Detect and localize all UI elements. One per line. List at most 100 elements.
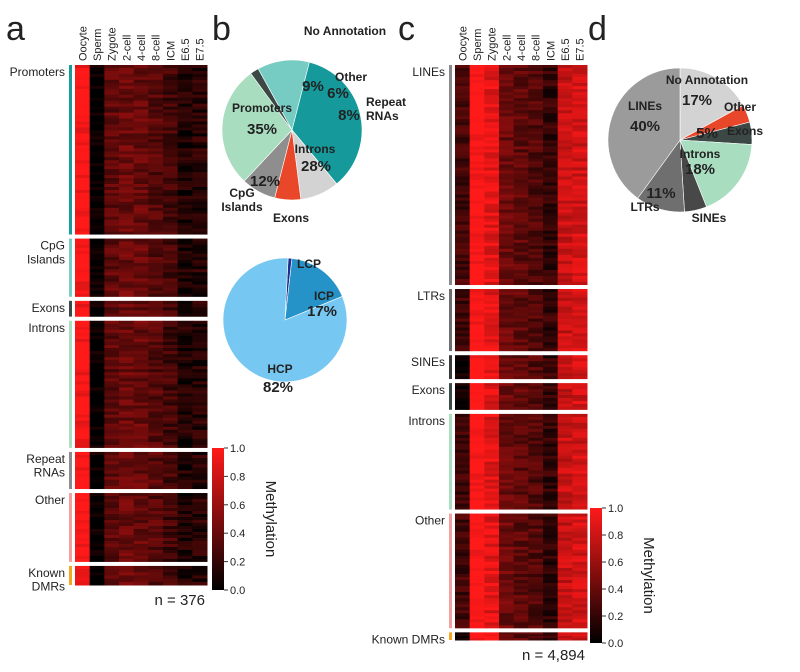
heatmap-cell [163, 210, 179, 215]
heatmap-cell [192, 85, 208, 90]
heatmap-cell [148, 266, 164, 270]
heatmap-cell [104, 65, 120, 69]
heatmap-cell [543, 182, 559, 187]
heatmap-cell [133, 461, 149, 465]
heatmap-cell [192, 549, 208, 554]
heatmap-cell [75, 555, 91, 560]
heatmap-cell [455, 564, 471, 569]
heatmap-cell [75, 402, 91, 407]
heatmap-cell [572, 143, 588, 147]
heatmap-cell [572, 98, 588, 102]
colorbar-tick-label: 0.4 [230, 528, 245, 540]
heatmap-cell [572, 324, 588, 329]
heatmap-cell [499, 300, 515, 305]
heatmap-cell [543, 403, 559, 408]
heatmap-cell [469, 161, 485, 165]
heatmap-cell [455, 540, 471, 545]
heatmap-cell [513, 616, 529, 620]
heatmap-cell [133, 441, 149, 446]
heatmap-cell [89, 154, 105, 158]
heatmap-cell [177, 514, 193, 518]
heatmap-cell [75, 329, 91, 334]
heatmap-cell [148, 106, 164, 111]
heatmap-cell [148, 97, 164, 102]
heatmap-cell [499, 476, 515, 481]
heatmap-cell [119, 109, 135, 114]
heatmap-cell [499, 291, 515, 296]
heatmap-cell [75, 204, 91, 209]
heatmap-cell [499, 589, 515, 593]
heatmap-cell [484, 638, 500, 641]
heatmap-cell [455, 95, 471, 99]
heatmap-cell [572, 289, 588, 293]
heatmap-cell [104, 332, 120, 337]
heatmap-cell [557, 83, 573, 87]
heatmap-cell [528, 140, 544, 144]
heatmap-cell [75, 183, 91, 188]
heatmap-cell [513, 348, 529, 352]
heatmap-cell [89, 145, 105, 149]
heatmap-cell [455, 68, 471, 72]
heatmap-cell [572, 251, 588, 256]
heatmap-cell [119, 578, 135, 583]
heatmap-cell [177, 67, 193, 72]
heatmap-cell [148, 522, 164, 527]
heatmap-cell [163, 238, 179, 243]
heatmap-cell [484, 95, 500, 99]
heatmap-cell [513, 580, 529, 584]
heatmap-cell [148, 326, 164, 331]
heatmap-cell [557, 263, 573, 268]
heatmap-cell [177, 139, 193, 143]
slice-percent: 17% [307, 303, 337, 320]
heatmap-cell [513, 257, 529, 262]
heatmap-cell [177, 198, 193, 203]
heatmap-cell [163, 363, 179, 367]
heatmap-cell [148, 329, 164, 334]
heatmap-cell [192, 139, 208, 143]
heatmap-cell [133, 244, 149, 249]
heatmap-cell [163, 216, 179, 221]
heatmap-cell [89, 363, 105, 367]
column-label: E7.5 [195, 38, 207, 61]
heatmap-cell [75, 247, 91, 252]
heatmap-cell [75, 467, 91, 471]
heatmap-cell [469, 291, 485, 296]
heatmap-cell [557, 488, 573, 493]
heatmap-cell [133, 231, 149, 236]
heatmap-cell [119, 88, 135, 93]
heatmap-cell [557, 455, 573, 460]
heatmap-cell [543, 68, 559, 72]
heatmap-cell [469, 68, 485, 72]
heatmap-cell [469, 254, 485, 259]
heatmap-cell [469, 543, 485, 548]
heatmap-cell [133, 253, 149, 258]
heatmap-cell [572, 80, 588, 84]
heatmap-cell [528, 552, 544, 557]
heatmap-cell [163, 528, 179, 533]
heatmap-cell [148, 366, 164, 370]
heatmap-cell [484, 397, 500, 402]
heatmap-cell [528, 110, 544, 114]
heatmap-cell [119, 225, 135, 230]
heatmap-cell [469, 464, 485, 469]
heatmap-cell [75, 372, 91, 376]
heatmap-cell [163, 201, 179, 206]
heatmap-cell [119, 485, 135, 490]
heatmap-cell [104, 565, 120, 570]
heatmap-cell [75, 511, 91, 515]
heatmap-cell [499, 345, 515, 349]
heatmap-cell [75, 139, 91, 143]
row-group-label: Introns [408, 414, 445, 428]
heatmap-cell [499, 330, 515, 334]
heatmap-cell [177, 178, 193, 182]
heatmap-cell [528, 583, 544, 587]
heatmap-cell [104, 157, 120, 161]
heatmap-cell [104, 402, 120, 407]
heatmap-cell [484, 146, 500, 150]
heatmap-cell [192, 100, 208, 105]
heatmap-cell [557, 203, 573, 208]
heatmap-cell [455, 528, 471, 533]
heatmap-cell [543, 437, 559, 442]
count-label: n = 4,894 [522, 647, 585, 664]
heatmap-cell [192, 396, 208, 400]
